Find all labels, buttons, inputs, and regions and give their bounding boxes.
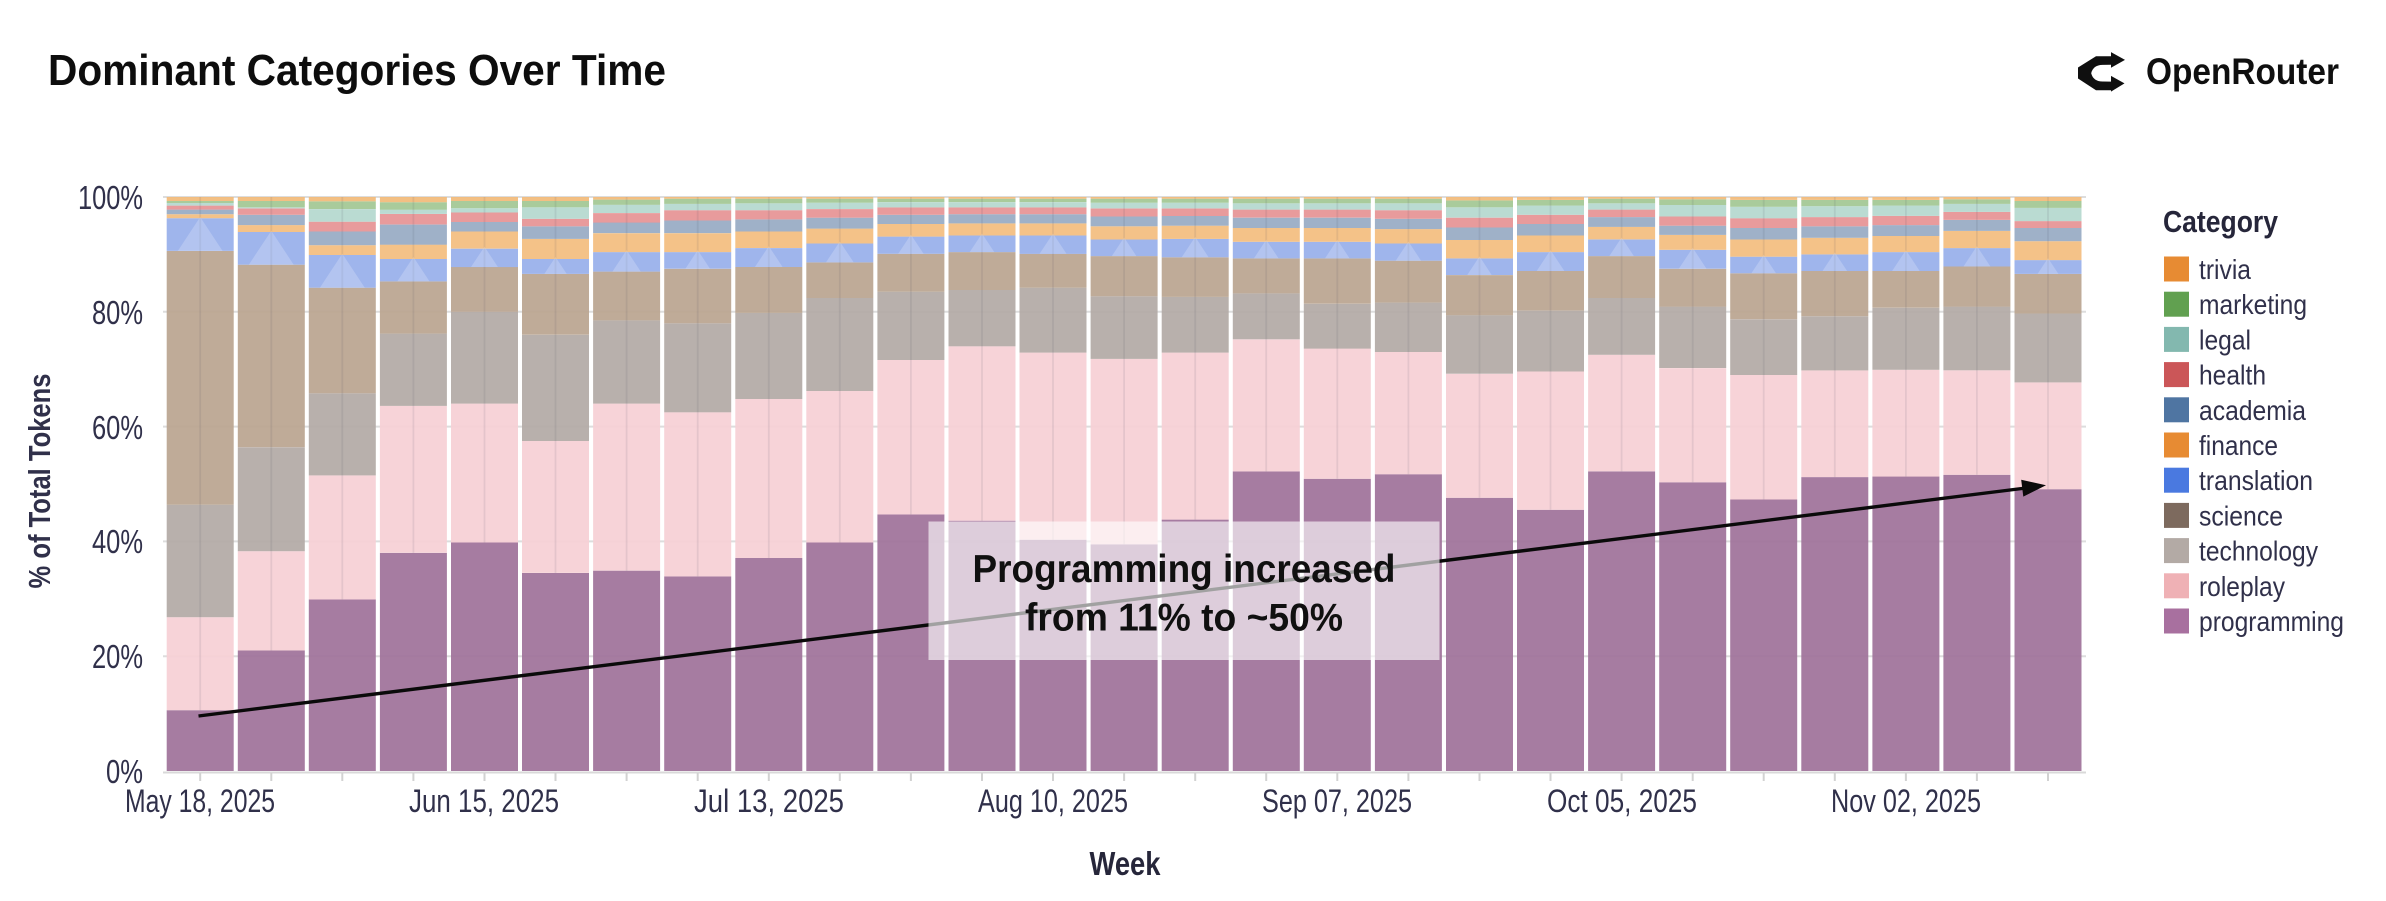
svg-text:Jun 15, 2025: Jun 15, 2025 [409, 783, 559, 819]
svg-text:Jul 13, 2025: Jul 13, 2025 [694, 783, 844, 819]
svg-text:legal: legal [2199, 324, 2251, 355]
svg-text:science: science [2199, 500, 2283, 531]
svg-text:health: health [2199, 360, 2266, 391]
svg-text:May 18, 2025: May 18, 2025 [125, 783, 275, 819]
svg-text:marketing: marketing [2199, 289, 2307, 320]
svg-text:100%: 100% [78, 179, 143, 216]
svg-text:from 11% to ~50%: from 11% to ~50% [1025, 597, 1343, 640]
svg-text:roleplay: roleplay [2199, 571, 2285, 602]
svg-text:Oct 05, 2025: Oct 05, 2025 [1547, 783, 1697, 819]
svg-text:% of Total Tokens: % of Total Tokens [22, 374, 57, 589]
svg-text:Week: Week [1090, 845, 1162, 882]
svg-text:Dominant Categories Over Time: Dominant Categories Over Time [48, 46, 666, 95]
svg-text:20%: 20% [92, 638, 143, 675]
svg-text:finance: finance [2199, 430, 2278, 461]
svg-text:technology: technology [2199, 536, 2318, 567]
svg-text:0%: 0% [106, 753, 143, 790]
svg-text:programming: programming [2199, 606, 2344, 637]
svg-text:trivia: trivia [2199, 254, 2251, 285]
svg-text:OpenRouter: OpenRouter [2146, 51, 2339, 92]
svg-text:60%: 60% [92, 409, 143, 446]
svg-text:Programming increased: Programming increased [973, 548, 1396, 591]
svg-text:translation: translation [2199, 465, 2313, 496]
svg-text:80%: 80% [92, 294, 143, 331]
svg-text:40%: 40% [92, 523, 143, 560]
svg-text:Category: Category [2163, 204, 2279, 239]
svg-text:academia: academia [2199, 395, 2306, 426]
svg-text:Nov 02, 2025: Nov 02, 2025 [1831, 783, 1981, 819]
svg-text:Aug 10, 2025: Aug 10, 2025 [978, 783, 1128, 819]
svg-text:Sep 07, 2025: Sep 07, 2025 [1262, 783, 1412, 819]
